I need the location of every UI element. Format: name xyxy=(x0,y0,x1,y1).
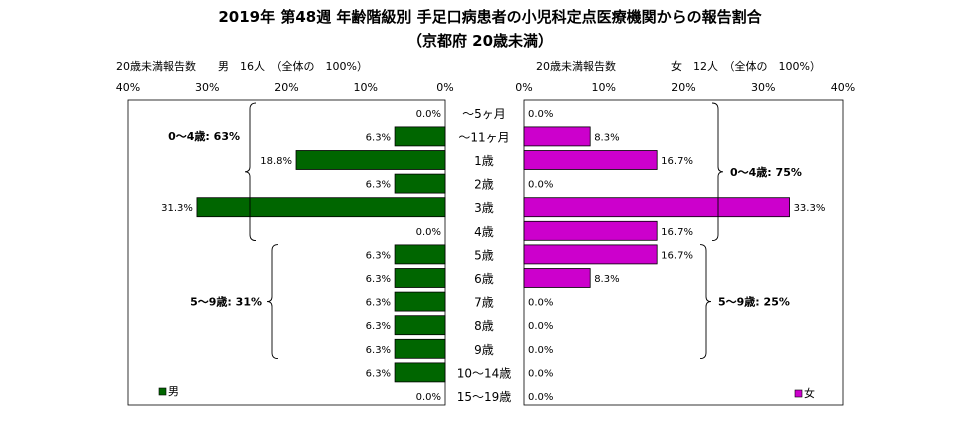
age-category-label: 4歳 xyxy=(474,225,494,239)
male-data-label: 0.0% xyxy=(416,227,441,238)
age-group-bracket xyxy=(711,102,724,242)
male-bar xyxy=(394,268,446,288)
age-group-bracket xyxy=(266,244,279,360)
male-axis-tick-label: 20% xyxy=(274,81,298,94)
female-legend-label: 女 xyxy=(804,386,815,400)
male-legend-swatch xyxy=(158,387,167,396)
female-bar xyxy=(523,244,658,265)
age-category-label: 1歳 xyxy=(474,154,494,168)
male-data-label: 6.3% xyxy=(366,345,391,356)
female-bar xyxy=(523,197,790,218)
male-axis-tick-label: 0% xyxy=(436,81,453,94)
age-category-label: 7歳 xyxy=(474,296,494,310)
male-axis-tick-label: 10% xyxy=(354,81,378,94)
male-legend-label: 男 xyxy=(168,385,179,398)
male-data-label: 6.3% xyxy=(366,274,391,285)
age-group-annotation: 0～4歳: 63% xyxy=(168,129,240,143)
female-data-label: 0.0% xyxy=(528,368,553,379)
male-data-label: 18.8% xyxy=(260,156,292,167)
age-category-label: 10～14歳 xyxy=(457,366,512,380)
male-bar xyxy=(295,150,446,170)
male-data-label: 6.3% xyxy=(366,368,391,379)
male-data-label: 31.3% xyxy=(161,203,193,214)
female-data-label: 0.0% xyxy=(528,298,553,309)
male-axis-tick-label: 30% xyxy=(195,81,219,94)
male-data-label: 6.3% xyxy=(366,250,391,261)
age-group-bracket xyxy=(699,244,712,360)
age-category-label: 5歳 xyxy=(474,248,494,262)
male-bar xyxy=(394,338,446,359)
female-axis-tick-label: 40% xyxy=(831,81,855,94)
male-data-label: 6.3% xyxy=(366,180,391,191)
age-category-label: 6歳 xyxy=(474,272,494,286)
male-data-label: 0.0% xyxy=(416,109,441,120)
male-bar xyxy=(394,362,446,383)
age-group-annotation: 5～9歳: 31% xyxy=(190,295,262,309)
male-bar xyxy=(394,244,446,265)
age-category-label: 8歳 xyxy=(474,319,494,333)
female-axis-tick-label: 10% xyxy=(592,81,616,94)
female-bar xyxy=(523,268,591,288)
female-data-label: 16.7% xyxy=(661,227,693,238)
female-data-label: 16.7% xyxy=(661,156,693,167)
female-data-label: 8.3% xyxy=(594,132,619,143)
male-bar xyxy=(394,291,446,312)
male-header: 20歳未満報告数 男 16人 （全体の 100%） xyxy=(116,59,368,73)
female-data-label: 0.0% xyxy=(528,321,553,332)
female-legend-swatch xyxy=(794,389,803,398)
age-category-label: ～11ヶ月 xyxy=(458,130,509,144)
age-group-bracket xyxy=(244,102,257,242)
female-data-label: 0.0% xyxy=(528,109,553,120)
age-category-label: 15～19歳 xyxy=(457,390,512,404)
chart-subtitle: （京都府 20歳未満） xyxy=(407,32,553,50)
male-bar xyxy=(196,197,446,218)
female-data-label: 0.0% xyxy=(528,392,553,403)
chart-title: 2019年 第48週 年齢階級別 手足口病患者の小児科定点医療機関からの報告割合 xyxy=(218,8,762,26)
age-group-annotation: 5～9歳: 25% xyxy=(718,295,790,309)
male-bar xyxy=(394,126,446,147)
female-axis-tick-label: 0% xyxy=(515,81,532,94)
male-bar xyxy=(394,173,446,194)
female-data-label: 8.3% xyxy=(594,274,619,285)
male-axis-tick-label: 40% xyxy=(116,81,140,94)
female-data-label: 33.3% xyxy=(794,203,826,214)
age-group-annotation: 0～4歳: 75% xyxy=(730,165,802,179)
female-bar xyxy=(523,220,658,241)
female-axis-tick-label: 30% xyxy=(751,81,775,94)
age-category-label: ～5ヶ月 xyxy=(462,107,506,121)
male-bar xyxy=(394,315,446,336)
male-data-label: 6.3% xyxy=(366,132,391,143)
female-data-label: 16.7% xyxy=(661,250,693,261)
female-axis-tick-label: 20% xyxy=(671,81,695,94)
age-category-label: 9歳 xyxy=(474,343,494,357)
female-bar xyxy=(523,150,658,170)
female-bar xyxy=(523,126,591,147)
female-header: 20歳未満報告数 女 12人 （全体の 100%） xyxy=(536,59,821,73)
age-category-label: 3歳 xyxy=(474,201,494,215)
female-data-label: 0.0% xyxy=(528,180,553,191)
male-data-label: 6.3% xyxy=(366,298,391,309)
male-data-label: 6.3% xyxy=(366,321,391,332)
female-data-label: 0.0% xyxy=(528,345,553,356)
age-category-label: 2歳 xyxy=(474,178,494,192)
male-data-label: 0.0% xyxy=(416,392,441,403)
